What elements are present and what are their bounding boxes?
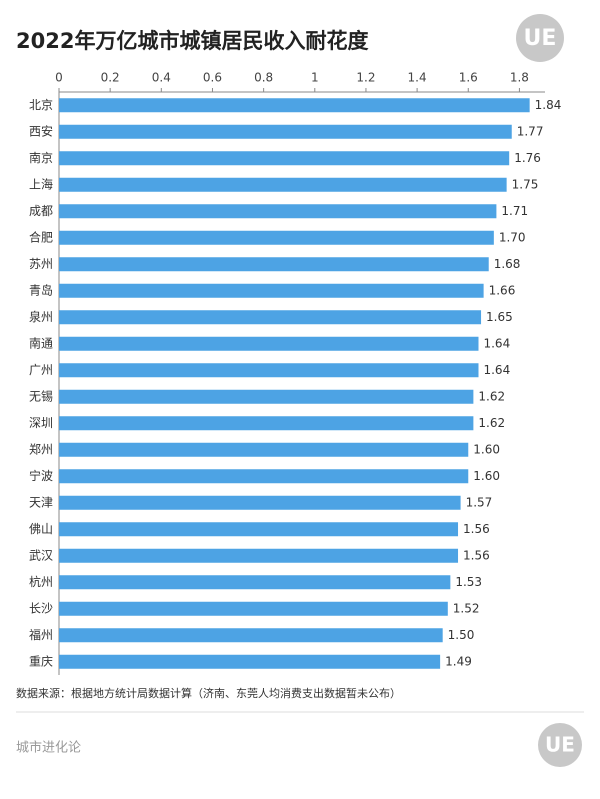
x-tick-label: 0.4 — [152, 71, 171, 85]
y-tick-label: 上海 — [29, 176, 53, 191]
x-tick-label: 1 — [311, 71, 319, 85]
value-label: 1.64 — [483, 336, 510, 350]
y-tick-label: 南通 — [29, 335, 53, 350]
value-label: 1.62 — [478, 416, 505, 430]
x-tick-label: 0.6 — [203, 71, 222, 85]
bar — [59, 548, 459, 563]
bar — [59, 336, 479, 351]
bar — [59, 442, 469, 457]
x-tick-label: 0 — [55, 71, 63, 85]
value-label: 1.53 — [455, 575, 482, 589]
y-tick-label: 广州 — [29, 363, 53, 377]
bar — [59, 283, 484, 298]
y-tick-label: 北京 — [29, 98, 53, 112]
bar — [59, 310, 482, 325]
value-label: 1.50 — [448, 628, 475, 642]
value-label: 1.68 — [494, 257, 521, 271]
value-label: 1.70 — [499, 230, 526, 244]
y-tick-label: 重庆 — [29, 654, 53, 668]
x-tick-label: 0.8 — [254, 71, 273, 85]
value-label: 1.65 — [486, 310, 513, 324]
logo-text: UE — [524, 26, 557, 51]
x-tick-label: 1.6 — [459, 71, 478, 85]
value-label: 1.49 — [445, 654, 472, 668]
y-tick-label: 西安 — [29, 123, 53, 138]
footer-logo-text: UE — [545, 733, 575, 757]
value-label: 1.76 — [514, 151, 541, 165]
bar — [59, 628, 443, 643]
value-label: 1.60 — [473, 469, 500, 483]
bar — [59, 151, 510, 166]
y-tick-label: 深圳 — [29, 416, 53, 430]
x-tick-label: 1.2 — [356, 71, 375, 85]
bar — [59, 257, 489, 272]
logo-badge — [516, 14, 564, 62]
bar — [59, 601, 448, 616]
value-label: 1.77 — [517, 124, 544, 138]
bar — [59, 654, 441, 669]
y-tick-label: 合肥 — [29, 229, 53, 244]
y-tick-label: 长沙 — [29, 601, 53, 615]
y-tick-label: 福州 — [29, 627, 53, 642]
y-tick-label: 泉州 — [29, 310, 53, 324]
x-tick-label: 1.8 — [510, 71, 529, 85]
y-tick-label: 宁波 — [29, 468, 53, 483]
y-tick-label: 佛山 — [29, 522, 53, 536]
footer: 城市进化论 — [16, 740, 81, 756]
x-tick-label: 0.2 — [101, 71, 120, 85]
y-tick-label: 无锡 — [29, 388, 53, 403]
bar — [59, 495, 461, 510]
value-label: 1.56 — [463, 522, 490, 536]
value-label: 1.60 — [473, 442, 500, 456]
value-label: 1.66 — [489, 283, 516, 297]
value-label: 1.62 — [478, 389, 505, 403]
y-tick-label: 苏州 — [29, 257, 53, 271]
y-tick-label: 武汉 — [29, 548, 53, 562]
value-label: 1.84 — [535, 98, 562, 112]
bar — [59, 204, 497, 219]
chart-title: 2022年万亿城市城镇居民收入耐花度 — [16, 29, 368, 53]
y-tick-label: 青岛 — [29, 282, 53, 297]
y-tick-label: 成都 — [29, 204, 53, 218]
value-label: 1.75 — [512, 177, 539, 191]
value-label: 1.56 — [463, 548, 490, 562]
value-label: 1.71 — [501, 204, 528, 218]
bar — [59, 230, 494, 245]
footer-logo-badge — [538, 723, 582, 767]
y-tick-label: 杭州 — [29, 574, 53, 589]
bar — [59, 416, 474, 431]
bar — [59, 98, 530, 113]
bar — [59, 522, 459, 537]
y-tick-label: 郑州 — [29, 441, 53, 456]
bar — [59, 363, 479, 378]
x-tick-label: 1.4 — [408, 71, 427, 85]
y-tick-label: 南京 — [29, 150, 53, 165]
bar — [59, 575, 451, 590]
y-tick-label: 天津 — [29, 495, 53, 509]
bar — [59, 469, 469, 484]
source-note: 数据来源：根据地方统计局数据计算（济南、东莞人均消费支出数据暂未公布） — [16, 686, 401, 700]
bar — [59, 124, 512, 139]
value-label: 1.52 — [453, 601, 480, 615]
value-label: 1.57 — [466, 495, 493, 509]
bar — [59, 177, 507, 192]
value-label: 1.64 — [483, 363, 510, 377]
bar — [59, 389, 474, 404]
